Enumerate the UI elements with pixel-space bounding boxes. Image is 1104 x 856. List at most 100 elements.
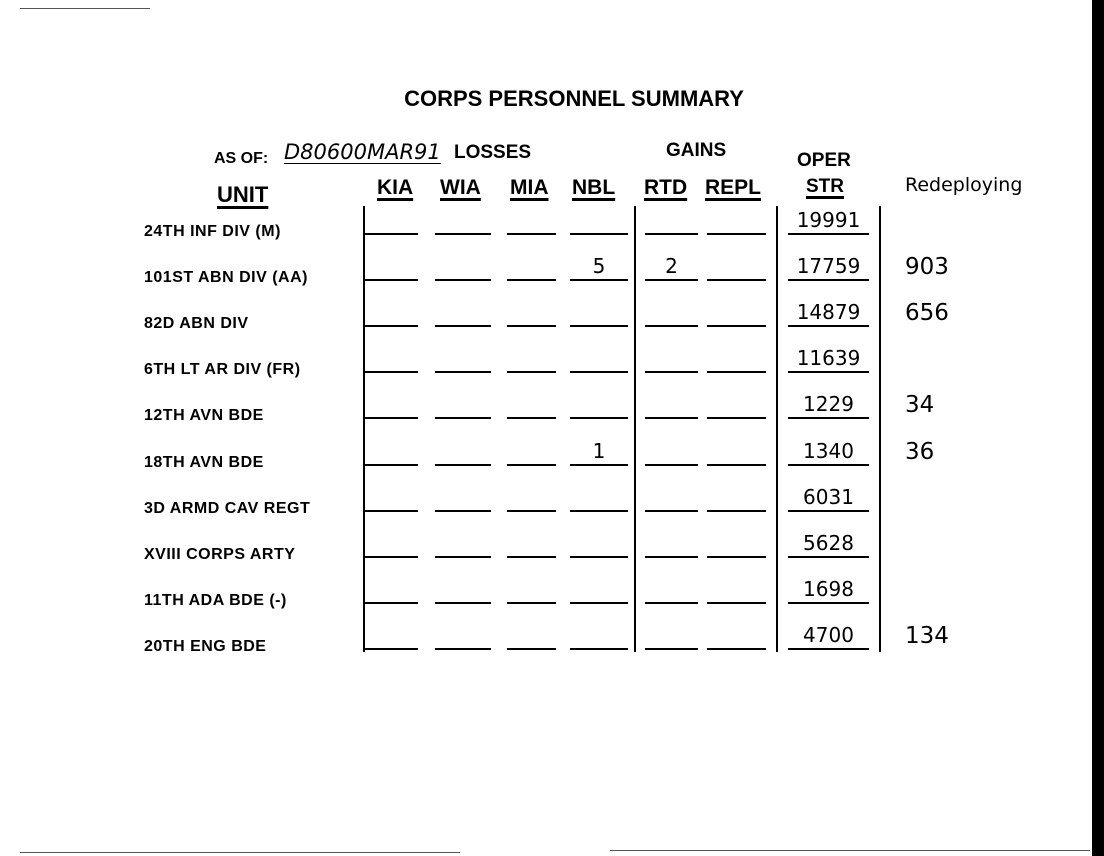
repl-blank-line — [707, 417, 766, 420]
kia-blank-line — [365, 555, 418, 558]
unit-name: 3D ARMD CAV REGT — [144, 499, 311, 517]
nbl-value: 1 — [592, 438, 606, 463]
kia-blank-line — [365, 371, 418, 374]
nbl-blank-line — [570, 233, 628, 235]
page-title: CORPS PERSONNEL SUMMARY — [404, 86, 744, 111]
mia-blank-line — [507, 509, 556, 512]
repl-blank-line — [707, 233, 766, 235]
scan-edge — [1092, 0, 1104, 856]
as-of-value: D80600MAR91 — [284, 140, 441, 164]
nbl-blank-line — [570, 279, 628, 282]
losses-header: LOSSES — [454, 142, 532, 163]
table-border-left — [363, 206, 365, 652]
redeploying-value: 656 — [905, 300, 949, 327]
rtd-blank-line — [645, 325, 698, 328]
oper-border-right — [879, 206, 881, 652]
oper_str-blank-line — [788, 555, 869, 558]
losses-gains-divider — [634, 206, 636, 652]
mia-blank-line — [507, 647, 556, 650]
oper_str-value: 1698 — [803, 576, 854, 601]
wia-blank-line — [435, 601, 491, 604]
oper_str-blank-line — [788, 463, 869, 466]
mia-blank-line — [507, 279, 556, 282]
repl-blank-line — [707, 279, 766, 282]
wia-blank-line — [435, 555, 491, 558]
rtd-blank-line — [645, 555, 698, 558]
redeploying-value: 134 — [905, 622, 949, 649]
nbl-blank-line — [570, 463, 628, 466]
redeploying-value: 34 — [905, 392, 935, 419]
kia-blank-line — [365, 417, 418, 420]
oper_str-value: 17759 — [796, 254, 861, 279]
kia-blank-line — [365, 279, 418, 282]
repl-blank-line — [707, 509, 766, 512]
redeploying-header: Redeploying — [905, 174, 1023, 196]
str-header: STR — [806, 176, 844, 197]
oper_str-blank-line — [788, 417, 869, 420]
oper_str-blank-line — [788, 371, 869, 374]
kia-blank-line — [365, 647, 418, 650]
oper_str-blank-line — [788, 279, 869, 282]
rtd-header: RTD — [644, 176, 688, 199]
unit-header: UNIT — [217, 182, 269, 207]
oper_str-value: 1340 — [803, 438, 854, 463]
oper_str-blank-line — [788, 601, 869, 604]
oper-header: OPER — [797, 150, 851, 171]
repl-blank-line — [707, 371, 766, 374]
unit-name: 20TH ENG BDE — [144, 637, 267, 655]
scan-rule — [610, 850, 1090, 851]
redeploying-value: 36 — [905, 438, 935, 465]
nbl-blank-line — [570, 371, 628, 374]
unit-name: 24TH INF DIV (M) — [144, 223, 281, 240]
rtd-blank-line — [645, 279, 698, 282]
oper_str-value: 5628 — [803, 530, 854, 555]
wia-blank-line — [435, 509, 491, 512]
wia-blank-line — [435, 371, 491, 374]
redeploying-value: 903 — [905, 254, 949, 281]
unit-name: 6TH LT AR DIV (FR) — [144, 361, 301, 379]
mia-blank-line — [507, 463, 556, 466]
kia-blank-line — [365, 233, 418, 235]
oper_str-value: 1229 — [803, 392, 854, 417]
oper_str-value: 6031 — [803, 484, 854, 509]
wia-blank-line — [435, 233, 491, 235]
unit-name: XVIII CORPS ARTY — [144, 545, 296, 563]
unit-name: 82D ABN DIV — [144, 315, 249, 333]
wia-blank-line — [435, 325, 491, 328]
rtd-value: 2 — [665, 254, 678, 279]
rtd-blank-line — [645, 417, 698, 420]
wia-header: WIA — [440, 176, 481, 199]
oper_str-blank-line — [788, 647, 869, 650]
mia-blank-line — [507, 417, 556, 420]
kia-blank-line — [365, 325, 418, 328]
kia-blank-line — [365, 463, 418, 466]
nbl-blank-line — [570, 601, 628, 604]
rtd-blank-line — [645, 647, 698, 650]
mia-blank-line — [507, 601, 556, 604]
unit-name: 18TH AVN BDE — [144, 453, 264, 471]
repl-blank-line — [707, 601, 766, 604]
scan-rule — [20, 852, 460, 853]
nbl-blank-line — [570, 417, 628, 420]
kia-header: KIA — [377, 176, 414, 199]
mia-header: MIA — [510, 176, 549, 199]
oper_str-blank-line — [788, 325, 869, 328]
rtd-blank-line — [645, 509, 698, 512]
oper_str-blank-line — [788, 509, 869, 512]
oper_str-blank-line — [788, 233, 869, 235]
scan-rule — [20, 8, 150, 9]
as-of-label: AS OF: — [214, 150, 269, 167]
nbl-blank-line — [570, 509, 628, 512]
oper_str-value: 11639 — [796, 346, 861, 371]
unit-name: 12TH AVN BDE — [144, 407, 264, 425]
repl-header: REPL — [705, 176, 762, 199]
rtd-blank-line — [645, 371, 698, 374]
gains-header: GAINS — [666, 140, 727, 161]
wia-blank-line — [435, 463, 491, 466]
kia-blank-line — [365, 509, 418, 512]
repl-blank-line — [707, 463, 766, 466]
wia-blank-line — [435, 417, 491, 420]
oper_str-value: 4700 — [803, 622, 854, 647]
wia-blank-line — [435, 279, 491, 282]
